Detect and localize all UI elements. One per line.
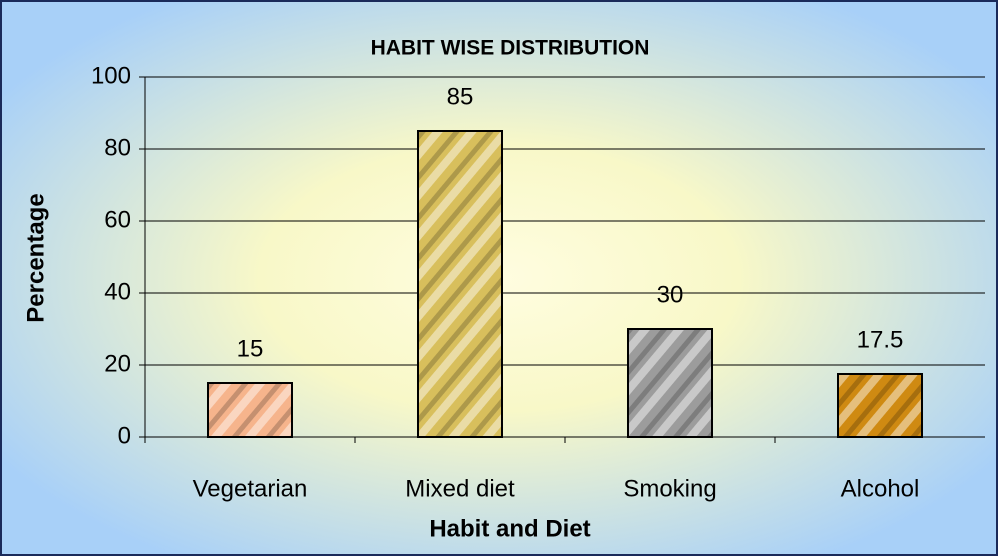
y-tick-label: 20 [104,350,131,377]
bar [207,382,293,438]
bar [837,373,923,438]
y-tick-label: 100 [91,62,131,89]
x-tick-label: Vegetarian [193,475,308,502]
x-axis-title: Habit and Diet [429,515,590,542]
y-tick-label: 80 [104,134,131,161]
data-label: 30 [657,281,684,308]
bar [627,328,713,438]
chart-title: HABIT WISE DISTRIBUTION [371,37,650,60]
data-label: 17.5 [857,326,904,353]
data-label: 85 [447,83,474,110]
data-label: 15 [237,335,264,362]
y-tick-label: 60 [104,206,131,233]
y-tick-label: 40 [104,278,131,305]
x-tick-label: Smoking [623,475,716,502]
x-tick-label: Alcohol [841,475,920,502]
y-tick-label: 0 [118,422,131,449]
y-axis-title: Percentage [22,193,49,322]
bar [417,130,503,438]
x-tick-label: Mixed diet [405,475,515,502]
